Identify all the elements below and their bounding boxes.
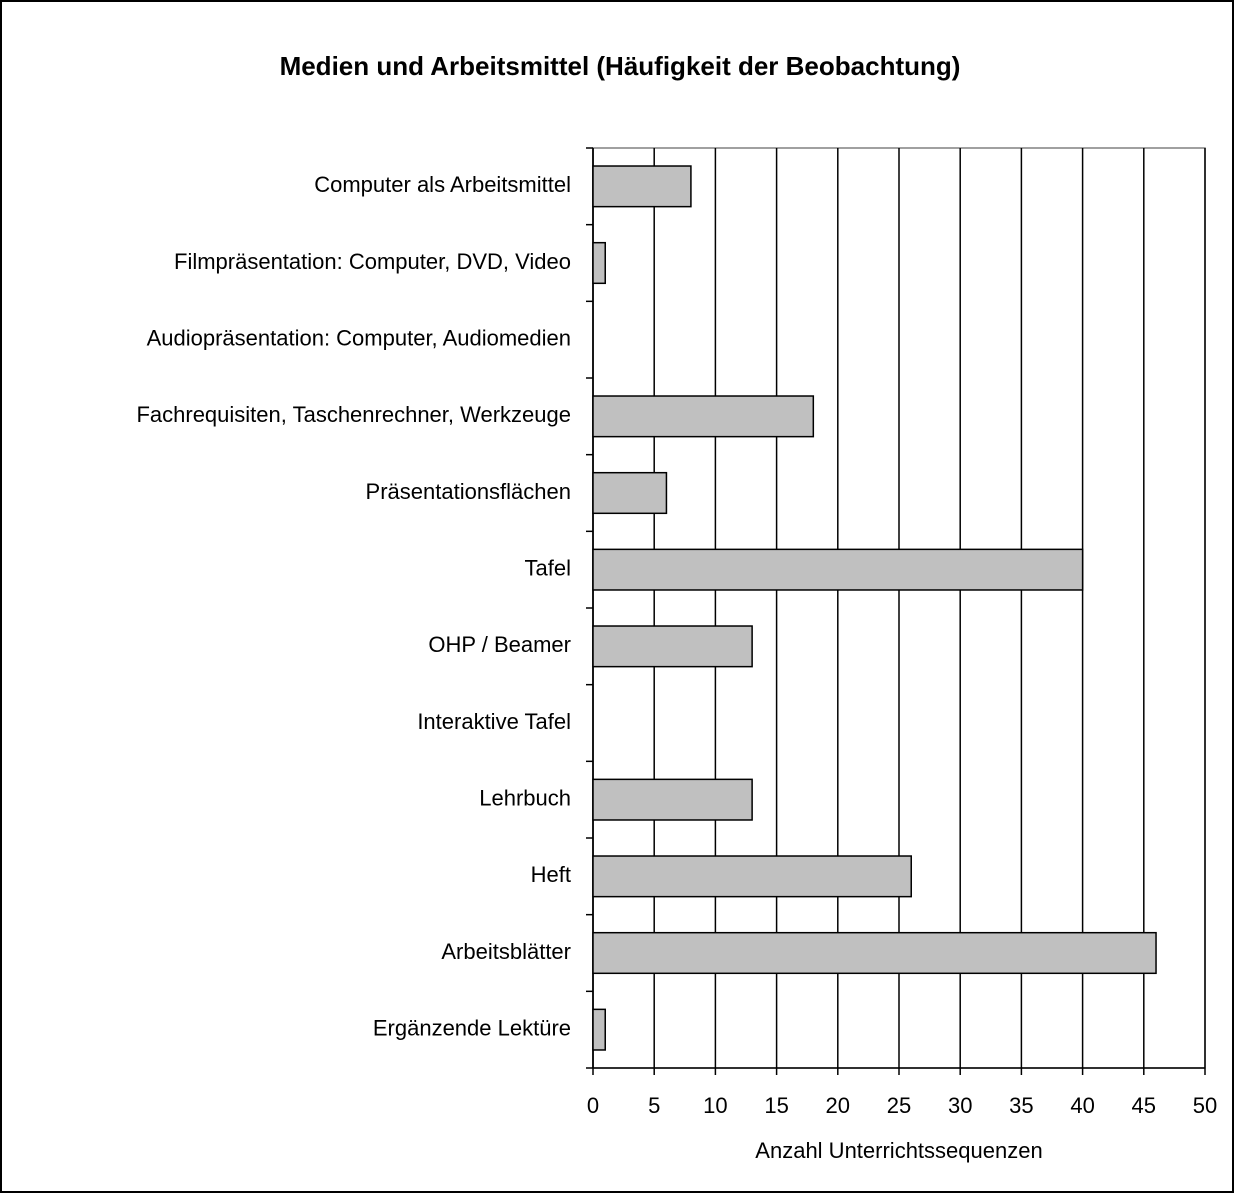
bar [592,471,668,515]
x-tick-label: 25 [887,1093,911,1118]
bar [592,548,1084,591]
bar [592,1008,606,1051]
y-tick-label: Arbeitsblätter [441,939,571,964]
y-tick-label: Fachrequisiten, Taschenrechner, Werkzeug… [136,402,571,427]
y-tick-label: Heft [531,862,571,887]
bar [592,395,815,438]
x-tick-label: 5 [648,1093,660,1118]
x-axis-label: Anzahl Unterrichtssequenzen [755,1138,1042,1163]
y-tick-label: Präsentationsflächen [366,479,571,504]
bar [592,241,606,285]
y-tick-label: Lehrbuch [479,785,571,810]
y-tick-label: Audiopräsentation: Computer, Audiomedien [147,325,571,350]
x-tick-label: 30 [948,1093,972,1118]
x-tick-label: 40 [1070,1093,1094,1118]
y-tick-label: Computer als Arbeitsmittel [314,172,571,197]
chart-title: Medien und Arbeitsmittel (Häufigkeit der… [280,51,961,81]
bar [592,855,912,898]
x-tick-label: 50 [1193,1093,1217,1118]
x-tick-label: 20 [826,1093,850,1118]
x-tick-label: 35 [1009,1093,1033,1118]
x-tick-label: 15 [764,1093,788,1118]
bar [592,165,692,208]
y-tick-label: Interaktive Tafel [417,709,571,734]
x-tick-label: 0 [587,1093,599,1118]
y-tick-label: OHP / Beamer [428,632,571,657]
x-tick-label: 10 [703,1093,727,1118]
x-tick-label: 45 [1132,1093,1156,1118]
bar [592,778,753,821]
y-tick-label: Ergänzende Lektüre [373,1015,571,1040]
y-tick-label: Tafel [525,555,571,580]
bar [592,625,753,668]
bar [592,931,1157,975]
y-tick-label: Filmpräsentation: Computer, DVD, Video [174,249,571,274]
